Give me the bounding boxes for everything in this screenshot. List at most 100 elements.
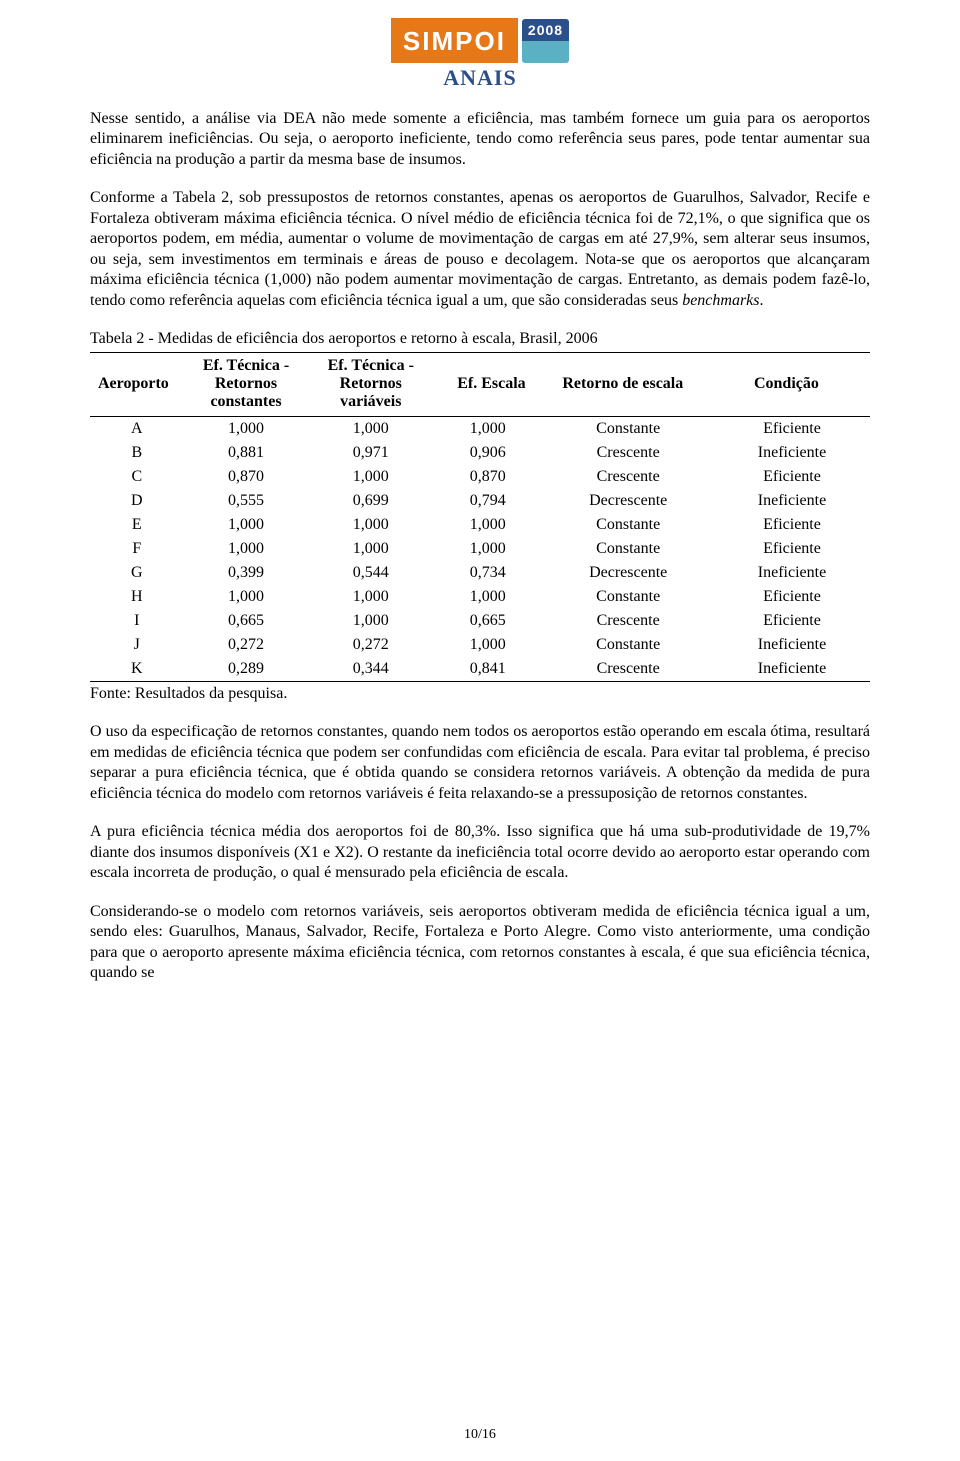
paragraph-2-benchmarks: benchmarks [682, 292, 759, 309]
table-row: D0,5550,6990,794DecrescenteIneficiente [90, 489, 870, 513]
table-cell: 1,000 [308, 513, 433, 537]
table-cell: 1,000 [184, 513, 309, 537]
table-cell: 0,881 [184, 441, 309, 465]
table-cell: 0,971 [308, 441, 433, 465]
table-cell: B [90, 441, 184, 465]
table-cell: 1,000 [184, 537, 309, 561]
logo-word: SIMPOI [391, 18, 518, 63]
table-cell: Eficiente [714, 585, 870, 609]
table-cell: 0,289 [184, 657, 309, 682]
table-cell: I [90, 609, 184, 633]
table-caption: Tabela 2 - Medidas de eficiência dos aer… [90, 329, 870, 349]
table-cell: 0,665 [433, 609, 542, 633]
table-cell: Ineficiente [714, 489, 870, 513]
col-header-ef-escala: Ef. Escala [433, 352, 542, 416]
table-cell: 0,555 [184, 489, 309, 513]
table-cell: 1,000 [308, 416, 433, 441]
table-row: H1,0001,0001,000ConstanteEficiente [90, 585, 870, 609]
table-cell: 0,906 [433, 441, 542, 465]
table-row: C0,8701,0000,870CrescenteEficiente [90, 465, 870, 489]
table-cell: 0,272 [308, 633, 433, 657]
table-body: A1,0001,0001,000ConstanteEficienteB0,881… [90, 416, 870, 681]
logo-box: SIMPOI 2008 [391, 18, 569, 63]
table-cell: J [90, 633, 184, 657]
table-cell: Eficiente [714, 537, 870, 561]
table-row: F1,0001,0001,000ConstanteEficiente [90, 537, 870, 561]
paragraph-4: A pura eficiência técnica média dos aero… [90, 822, 870, 883]
paragraph-2-text-c: . [760, 292, 764, 309]
col-header-retorno-escala: Retorno de escala [542, 352, 714, 416]
table-cell: Ineficiente [714, 657, 870, 682]
logo-subtitle: ANAIS [443, 65, 516, 91]
table-cell: 0,841 [433, 657, 542, 682]
table-cell: 1,000 [308, 609, 433, 633]
table-row: E1,0001,0001,000ConstanteEficiente [90, 513, 870, 537]
table-cell: Constante [542, 585, 714, 609]
table-cell: Eficiente [714, 513, 870, 537]
col-header-ret-const: Ef. Técnica - Retornos constantes [184, 352, 309, 416]
table-cell: 0,344 [308, 657, 433, 682]
table-cell: Crescente [542, 657, 714, 682]
table-cell: Constante [542, 537, 714, 561]
table-cell: 1,000 [184, 416, 309, 441]
table-cell: H [90, 585, 184, 609]
table-cell: Eficiente [714, 609, 870, 633]
table-cell: Ineficiente [714, 633, 870, 657]
table-cell: 1,000 [433, 537, 542, 561]
table-cell: 1,000 [308, 537, 433, 561]
table-source: Fonte: Resultados da pesquisa. [90, 684, 870, 704]
table-cell: Crescente [542, 465, 714, 489]
table-cell: Eficiente [714, 465, 870, 489]
table-cell: C [90, 465, 184, 489]
table-cell: G [90, 561, 184, 585]
table-row: J0,2720,2721,000ConstanteIneficiente [90, 633, 870, 657]
table-cell: Constante [542, 513, 714, 537]
table-cell: Constante [542, 416, 714, 441]
table-cell: D [90, 489, 184, 513]
page-number: 10/16 [0, 1427, 960, 1443]
table-cell: 1,000 [433, 585, 542, 609]
table-cell: Ineficiente [714, 561, 870, 585]
paragraph-3: O uso da especificação de retornos const… [90, 722, 870, 804]
table-row: B0,8810,9710,906CrescenteIneficiente [90, 441, 870, 465]
logo-underbar [522, 41, 569, 63]
table-cell: 1,000 [433, 513, 542, 537]
table-cell: 1,000 [433, 416, 542, 441]
table-cell: Constante [542, 633, 714, 657]
table-cell: 0,665 [184, 609, 309, 633]
table-cell: 0,794 [433, 489, 542, 513]
table-row: A1,0001,0001,000ConstanteEficiente [90, 416, 870, 441]
table-cell: Crescente [542, 441, 714, 465]
table-cell: Crescente [542, 609, 714, 633]
table-row: I0,6651,0000,665CrescenteEficiente [90, 609, 870, 633]
table-cell: 0,870 [433, 465, 542, 489]
table-row: K0,2890,3440,841CrescenteIneficiente [90, 657, 870, 682]
table-cell: Ineficiente [714, 441, 870, 465]
table-cell: 0,734 [433, 561, 542, 585]
table-cell: 0,399 [184, 561, 309, 585]
table-cell: Decrescente [542, 561, 714, 585]
table-cell: 0,699 [308, 489, 433, 513]
table-cell: A [90, 416, 184, 441]
col-header-condicao: Condição [714, 352, 870, 416]
paragraph-2: Conforme a Tabela 2, sob pressupostos de… [90, 188, 870, 311]
table-cell: 1,000 [184, 585, 309, 609]
efficiency-table: Aeroporto Ef. Técnica - Retornos constan… [90, 352, 870, 682]
paragraph-1: Nesse sentido, a análise via DEA não med… [90, 109, 870, 170]
table-cell: Decrescente [542, 489, 714, 513]
table-cell: K [90, 657, 184, 682]
col-header-ret-var: Ef. Técnica - Retornos variáveis [308, 352, 433, 416]
col-header-aeroporto: Aeroporto [90, 352, 184, 416]
table-cell: 1,000 [433, 633, 542, 657]
table-cell: E [90, 513, 184, 537]
table-cell: F [90, 537, 184, 561]
table-cell: 0,272 [184, 633, 309, 657]
table-cell: 1,000 [308, 465, 433, 489]
table-cell: 1,000 [308, 585, 433, 609]
table-row: G0,3990,5440,734DecrescenteIneficiente [90, 561, 870, 585]
table-cell: 0,870 [184, 465, 309, 489]
table-cell: Eficiente [714, 416, 870, 441]
logo-year: 2008 [522, 19, 569, 41]
header-logo: SIMPOI 2008 ANAIS [90, 18, 870, 91]
paragraph-5: Considerando-se o modelo com retornos va… [90, 902, 870, 984]
